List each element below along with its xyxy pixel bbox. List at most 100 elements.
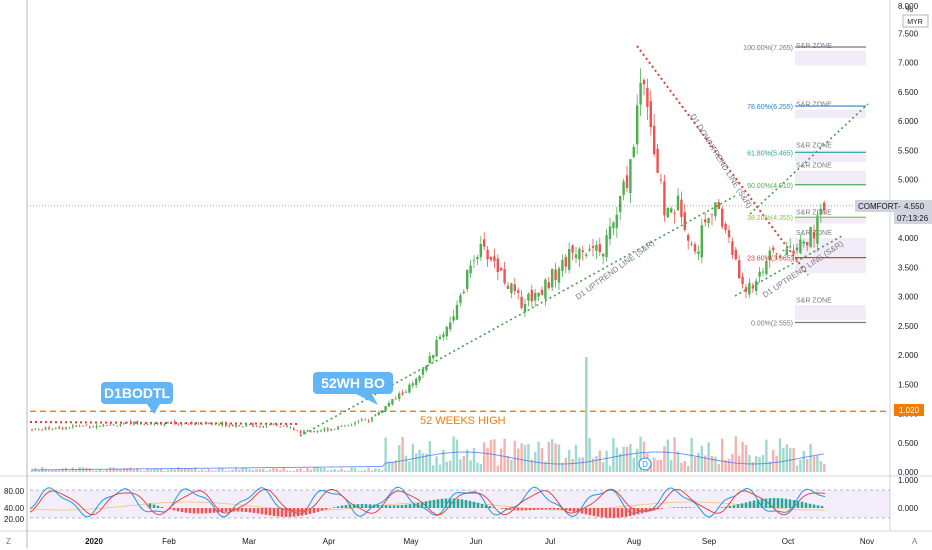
macd-histogram-bar [640, 508, 644, 514]
dividend-marker[interactable]: D [638, 457, 652, 471]
macd-tick-label: 1.000 [898, 476, 919, 485]
volume-bar [663, 446, 666, 472]
macd-histogram-bar [524, 508, 528, 511]
candle-body [361, 419, 363, 421]
volume-bar [806, 459, 809, 472]
candle-body [34, 428, 37, 430]
high-label: 52 WEEKS HIGH [420, 415, 506, 427]
volume-bar [557, 444, 561, 472]
volume-bar [381, 470, 384, 472]
macd-histogram-bar [176, 508, 180, 512]
macd-histogram-bar [588, 508, 592, 516]
macd-histogram-bar [152, 504, 156, 508]
candle-body [187, 423, 190, 425]
macd-histogram-bar [256, 508, 260, 514]
macd-histogram-bar [236, 508, 240, 512]
y-tick-label: 5.500 [898, 146, 919, 155]
volume-bar [483, 442, 486, 472]
candle-body [408, 384, 411, 393]
macd-histogram-bar [720, 507, 724, 508]
y-tick-label: 3.000 [898, 293, 919, 302]
volume-bar [615, 447, 618, 472]
volume-bar [224, 470, 227, 472]
candle-body [374, 414, 377, 417]
volume-bar [37, 470, 40, 472]
volume-bar [234, 467, 238, 472]
candle-body [38, 428, 40, 430]
macd-histogram-bar [528, 508, 532, 511]
candle-body [683, 212, 686, 230]
macd-histogram-bar [360, 504, 364, 508]
candle-body [768, 250, 771, 260]
macd-histogram-bar [272, 508, 276, 516]
volume-bar [343, 470, 346, 472]
volume-bar [656, 460, 659, 472]
candle-body [806, 242, 809, 246]
candle-body [585, 254, 588, 256]
candle-body [687, 235, 690, 241]
volume-bar [428, 441, 431, 472]
volume-bar [88, 468, 91, 472]
volume-bar [183, 468, 187, 472]
macd-histogram-bar [748, 501, 752, 508]
countdown: 07:13:26 [897, 214, 929, 223]
volume-bar [506, 455, 510, 472]
candle-body [812, 231, 816, 239]
candle-body [714, 202, 717, 217]
macd-histogram-bar [604, 508, 608, 518]
candle-body [741, 276, 744, 285]
volume-bar [530, 459, 533, 472]
candle-body [238, 425, 241, 427]
volume-bar [248, 469, 251, 472]
candle-body [95, 425, 98, 428]
candle-body [615, 214, 618, 228]
candle-body [398, 393, 401, 399]
macd-histogram-bar [788, 499, 792, 508]
candle-body [340, 425, 343, 427]
volume-bar [258, 469, 261, 472]
macd-histogram-bar [508, 508, 512, 510]
stoch-d-line [29, 488, 826, 516]
scale-mode-label[interactable]: % [906, 5, 913, 14]
volume-bar [578, 457, 581, 472]
volume-bar [649, 461, 652, 472]
candle-body [782, 249, 785, 251]
candle-body [646, 87, 649, 107]
macd-histogram-bar [452, 498, 456, 508]
macd-histogram-bar [264, 508, 268, 515]
volume-bar [523, 445, 527, 472]
volume-bar [568, 449, 571, 472]
candle-body [354, 422, 356, 425]
macd-histogram-bar [764, 498, 768, 508]
volume-bar [54, 470, 57, 472]
macd-histogram-bar [304, 508, 308, 515]
volume-bar [98, 469, 102, 472]
symbol-name: COMFORT [858, 202, 898, 211]
volume-bar [292, 470, 295, 472]
candle-body [146, 424, 149, 426]
macd-histogram-bar [280, 508, 284, 517]
oscillator-pane [29, 486, 826, 518]
macd-histogram-bar [400, 505, 404, 508]
candle-body [381, 410, 384, 413]
candle-body [316, 430, 319, 432]
volume-bar [670, 459, 673, 472]
candle-body [561, 259, 564, 271]
macd-histogram-bar [296, 508, 300, 517]
volume-bar [139, 470, 142, 472]
volume-bar [30, 468, 34, 472]
auto-scale-button[interactable]: A [912, 537, 918, 546]
candle-body [323, 428, 326, 431]
y-tick-label: 6.500 [898, 88, 919, 97]
x-tick-label: May [403, 537, 418, 546]
macd-histogram-bar [816, 505, 820, 508]
volume-bar [221, 467, 224, 472]
fib-label: 23.60%(3.665) [747, 256, 793, 263]
macd-histogram-bar [464, 500, 468, 508]
macd-histogram-bar [480, 503, 484, 508]
candlesticks [31, 68, 826, 436]
volume-bar [819, 461, 822, 472]
z-button[interactable]: Z [6, 537, 11, 546]
volume-bar [238, 469, 241, 472]
